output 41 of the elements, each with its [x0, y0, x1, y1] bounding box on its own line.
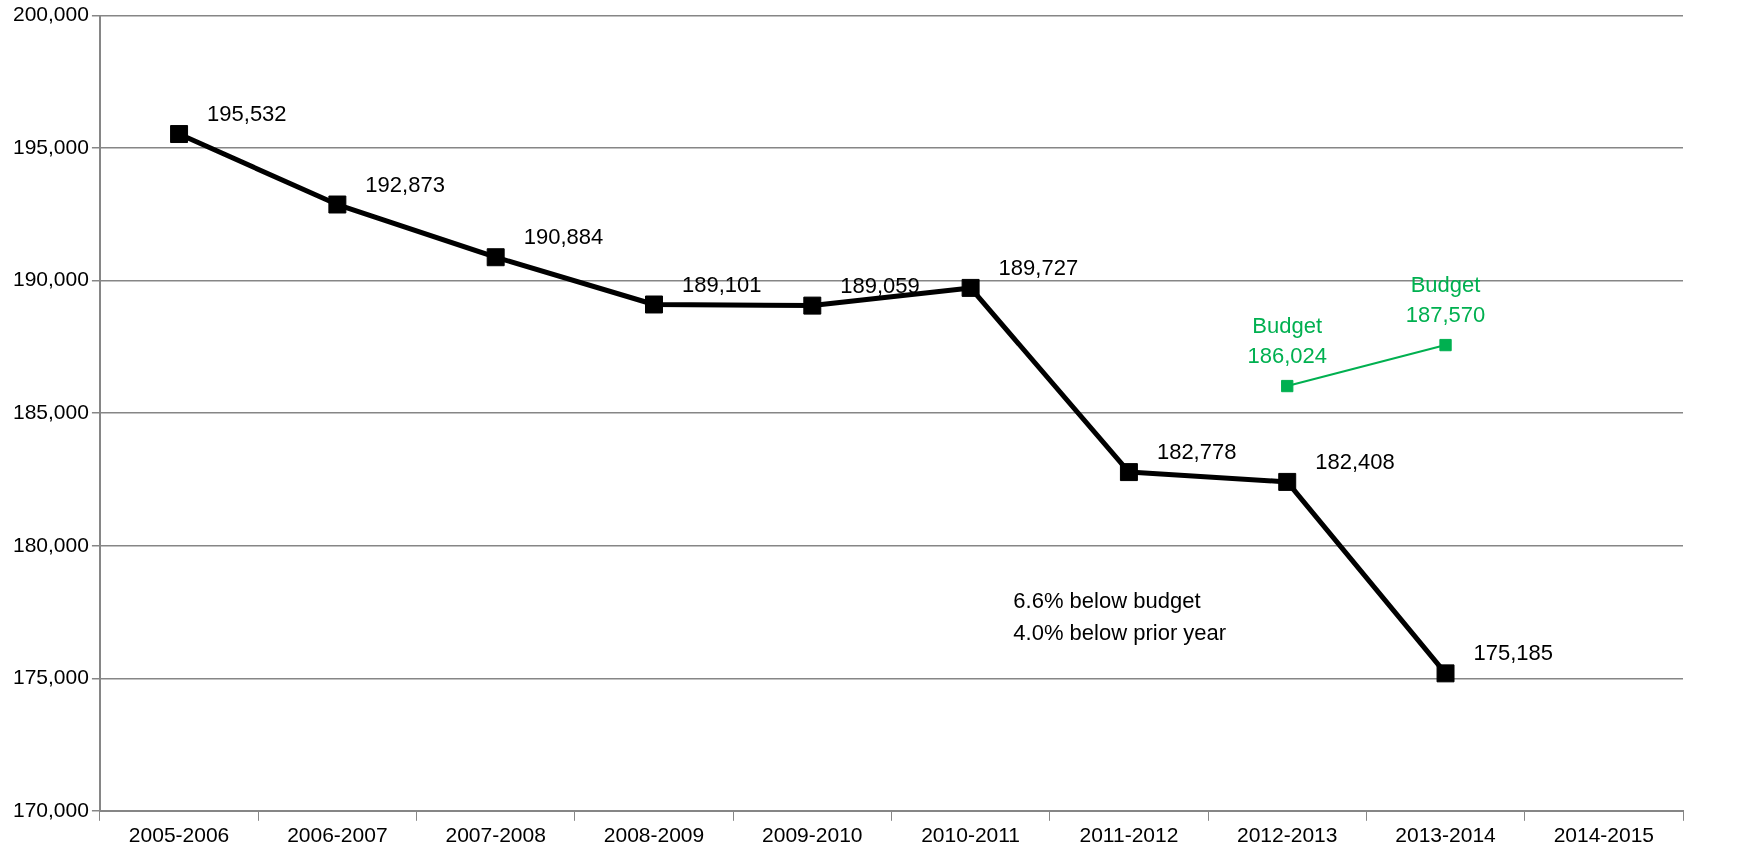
- x-tick-label: 2006-2007: [287, 823, 388, 847]
- y-tick-label: 190,000: [12, 267, 89, 291]
- y-tick-label: 185,000: [12, 400, 89, 423]
- x-tick-label: 2005-2006: [128, 823, 230, 847]
- point: [1281, 379, 1294, 393]
- x-tick-label: 2010-2011: [921, 823, 1021, 847]
- point: [328, 195, 347, 214]
- point: [1436, 664, 1455, 683]
- annotation: 6.6% below budget: [1013, 588, 1201, 614]
- data-label: Budget 186,024: [1247, 313, 1327, 369]
- x-tick-label: 2007-2008: [445, 823, 546, 847]
- data-label: 189,059: [840, 272, 920, 298]
- data-label: 192,873: [365, 171, 445, 197]
- y-tick-label: 180,000: [12, 532, 89, 556]
- x-tick-label: 2012-2013: [1237, 823, 1338, 847]
- data-label: 182,778: [1156, 439, 1237, 465]
- point: [1119, 463, 1138, 482]
- x-tick-label: 2009-2010: [762, 823, 863, 847]
- point: [961, 278, 980, 297]
- data-label: Budget 187,570: [1405, 272, 1486, 328]
- point: [486, 248, 505, 267]
- point: [1278, 472, 1297, 491]
- point: [170, 125, 189, 144]
- annotation: 4.0% below prior year: [1013, 620, 1227, 646]
- point: [1439, 338, 1452, 352]
- y-tick-label: 200,000: [12, 2, 89, 26]
- y-tick-label: 175,000: [12, 665, 89, 689]
- data-label: 189,101: [681, 271, 762, 297]
- data-label: 175,185: [1473, 640, 1554, 666]
- data-label: 189,727: [998, 254, 1079, 280]
- y-tick-label: 170,000: [12, 797, 89, 821]
- x-tick-label: 2011-2012: [1079, 823, 1179, 847]
- point: [645, 295, 663, 314]
- x-tick-label: 2008-2009: [603, 823, 705, 847]
- y-tick-label: 195,000: [12, 134, 89, 158]
- x-tick-label: 2013-2014: [1395, 823, 1497, 847]
- x-tick-label: 2014-2015: [1553, 823, 1655, 847]
- data-label: 195,532: [207, 101, 287, 127]
- data-label: 182,408: [1315, 448, 1395, 474]
- point: [803, 296, 822, 315]
- data-label: 190,884: [523, 224, 604, 250]
